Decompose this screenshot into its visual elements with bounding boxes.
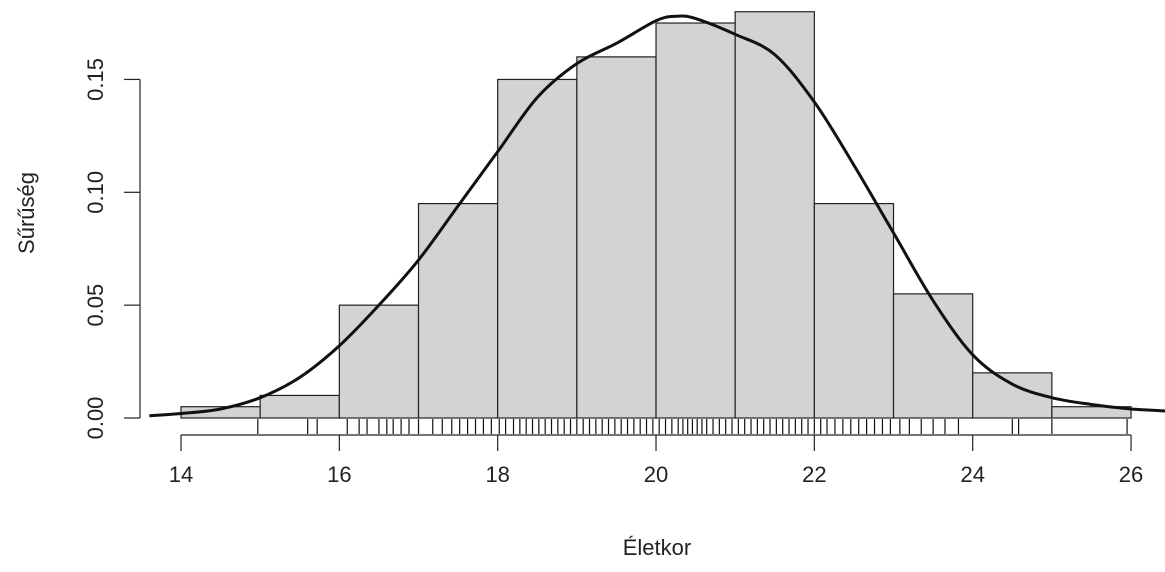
y-tick-label: 0.05 [83, 284, 108, 327]
y-axis: 0.00 0.05 0.10 0.15 [83, 58, 141, 440]
histogram-bar [892, 293, 974, 419]
histogram-bar [576, 56, 657, 419]
histogram-bar [1051, 406, 1132, 419]
histogram-bar [497, 78, 578, 419]
histogram-bar [655, 22, 736, 419]
histogram-bars [180, 11, 1132, 419]
x-tick-label: 26 [1119, 462, 1143, 487]
y-tick-label: 0.10 [83, 171, 108, 214]
x-tick-label: 14 [169, 462, 193, 487]
x-tick-label: 16 [327, 462, 351, 487]
y-tick-label: 0.00 [83, 397, 108, 440]
x-axis: 14 16 18 20 22 24 26 [169, 434, 1143, 487]
density-curve [149, 14, 1165, 418]
x-tick-label: 20 [644, 462, 668, 487]
histogram-bar [259, 394, 340, 419]
rug-plot [257, 419, 1128, 434]
density-curve-layer [149, 14, 1165, 418]
y-tick-label: 0.15 [83, 58, 108, 101]
x-tick-label: 18 [485, 462, 509, 487]
histogram-bar [338, 304, 420, 419]
histogram-bar [734, 11, 815, 419]
histogram-bar [417, 202, 499, 419]
histogram-bar [813, 202, 895, 419]
x-tick-label: 24 [960, 462, 984, 487]
y-axis-title: Sűrűség [14, 172, 39, 254]
x-tick-label: 22 [802, 462, 826, 487]
x-axis-title: Életkor [623, 535, 691, 560]
